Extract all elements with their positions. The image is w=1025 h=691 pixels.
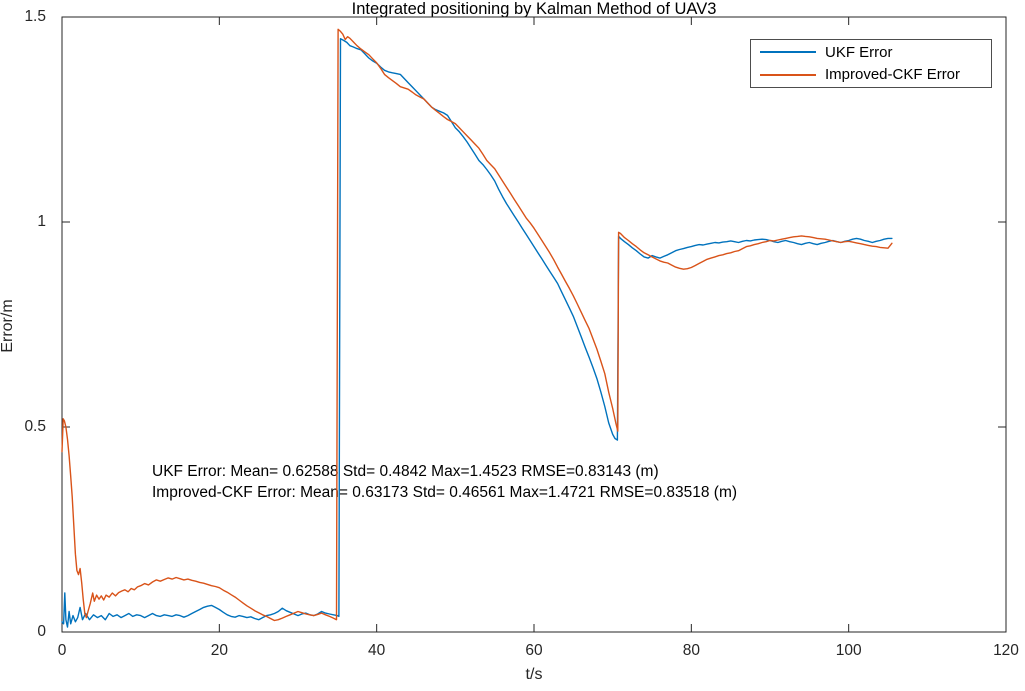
legend-entry-improved-ckf: Improved-CKF Error (751, 64, 991, 86)
plot-title: Integrated positioning by Kalman Method … (351, 0, 717, 18)
x-tick-label: 60 (525, 642, 543, 659)
legend-entry-ukf: UKF Error (751, 41, 991, 63)
x-tick-label: 80 (682, 642, 700, 659)
stats-annotation: UKF Error: Mean= 0.62588 Std= 0.4842 Max… (152, 461, 737, 503)
legend-label-ukf: UKF Error (825, 43, 893, 61)
x-tick-label: 40 (368, 642, 386, 659)
ukf-line-sample-icon (760, 51, 816, 54)
x-tick-label: 120 (993, 642, 1019, 659)
x-tick-label: 20 (210, 642, 228, 659)
y-tick-label: 0 (37, 623, 46, 640)
x-tick-label: 100 (835, 642, 862, 659)
y-tick-label: 1 (37, 213, 46, 230)
y-axis-tick-labels: 0 0.5 1 1.5 (0, 0, 54, 691)
legend-label-improved-ckf: Improved-CKF Error (825, 66, 961, 84)
y-tick-label: 0.5 (24, 418, 46, 435)
x-axis-label: t/s (525, 666, 543, 683)
y-tick-label: 1.5 (24, 8, 46, 25)
legend-box: UKF Error Improved-CKF Error (750, 39, 992, 88)
x-tick-label: 0 (57, 642, 67, 659)
stats-line-improved-ckf: Improved-CKF Error: Mean= 0.63173 Std= 0… (152, 484, 738, 501)
improved-ckf-line-sample-icon (760, 73, 816, 76)
stats-line-ukf: UKF Error: Mean= 0.62588 Std= 0.4842 Max… (152, 463, 659, 480)
improved-ckf-error-line (61, 28, 893, 622)
ukf-error-line (61, 38, 893, 628)
axes-box (61, 16, 1007, 633)
